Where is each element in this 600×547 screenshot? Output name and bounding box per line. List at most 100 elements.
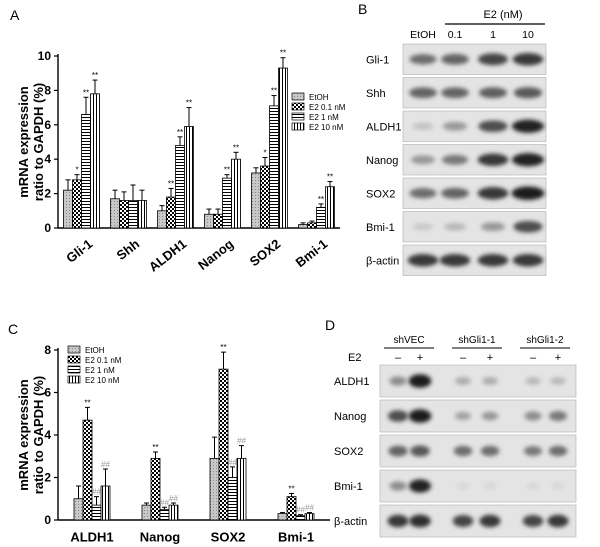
significance-label: ** (92, 71, 98, 80)
x-tick-label: Bmi-1 (293, 236, 331, 270)
bar (213, 213, 223, 229)
significance-label: ** (271, 87, 277, 96)
legend-swatch (67, 345, 81, 354)
bar (110, 198, 120, 229)
blot-band (477, 254, 509, 267)
legend-swatch (67, 365, 81, 374)
blot-band (389, 376, 407, 386)
x-tick-label: SOX2 (247, 236, 284, 269)
blot-row-label: Bmi-1 (366, 222, 395, 234)
legend-swatch (67, 375, 81, 384)
x-tick-label: ALDH1 (70, 530, 113, 545)
blot-row-label: ALDH1 (334, 376, 369, 388)
significance-label: ** (177, 128, 183, 137)
significance-label: ** (83, 88, 89, 97)
significance-label: ** (84, 398, 90, 407)
blot-band (512, 254, 544, 267)
bar (100, 485, 111, 521)
blot-band (478, 53, 508, 66)
bar (304, 513, 315, 521)
x-tick-label: Bmi-1 (278, 530, 314, 545)
bar (231, 158, 241, 229)
chart-c: 0 2 4 6 8 mRNA expressionratio to GAPDH (%) **… (16, 343, 330, 545)
blot-band (452, 515, 474, 527)
y-tick-label: 2 (44, 471, 51, 485)
significance-label: ## (296, 506, 305, 515)
panel-label-d: D (325, 317, 335, 333)
blot-band (513, 220, 543, 233)
blot-row-label: SOX2 (366, 188, 395, 200)
y-tick-label: 6 (44, 386, 51, 400)
blot-band (410, 155, 436, 165)
significance-label: ## (101, 460, 110, 469)
y-tick-label: 4 (44, 152, 51, 166)
y-axis-label: mRNA expressionratio to GAPDH (%) (16, 83, 46, 201)
blot-band (548, 445, 568, 457)
bar (63, 189, 73, 229)
bar (157, 210, 167, 229)
blot-band (480, 222, 506, 232)
blot-lane-sign: + (487, 352, 493, 364)
bar (175, 145, 185, 229)
blot-band (524, 411, 542, 421)
bar (72, 179, 82, 229)
bar (82, 419, 93, 521)
blot-band (443, 222, 467, 231)
y-tick-label: 10 (38, 49, 52, 63)
blot-band (551, 482, 565, 490)
bar (236, 457, 247, 521)
x-tick-label: Nanog (140, 530, 181, 545)
blot-band (479, 514, 501, 528)
blot-band (482, 377, 498, 385)
blot-band (408, 374, 432, 388)
bar (269, 105, 279, 229)
bar (278, 67, 288, 229)
significance-label: ** (318, 195, 324, 204)
blot-band (389, 481, 407, 491)
bar (209, 457, 220, 521)
legend-label: E2 10 nM (85, 376, 120, 385)
blot-band (409, 87, 437, 99)
legend-label: E2 10 nM (309, 123, 344, 132)
blot-band (522, 515, 544, 527)
bar (150, 457, 161, 521)
y-tick-label: 8 (44, 343, 51, 357)
blot-band (526, 482, 540, 490)
x-tick-label: SOX2 (211, 530, 246, 545)
blot-band (407, 254, 439, 267)
blot-band (412, 122, 434, 130)
blot-band (512, 53, 544, 66)
blot-band (387, 514, 409, 528)
x-tick-label: Shh (114, 236, 143, 263)
legend-label: EtOH (309, 93, 329, 102)
y-tick-label: 0 (44, 221, 51, 235)
significance-label: ** (168, 179, 174, 188)
bar (184, 126, 194, 229)
blot-row-label: Gli-1 (366, 54, 389, 66)
bar (90, 93, 100, 229)
bar (119, 200, 129, 229)
bar (298, 224, 308, 229)
blot-band (442, 121, 468, 131)
blot-lane-sign: + (417, 352, 423, 364)
blot-band (408, 479, 432, 493)
blot-band (481, 411, 499, 421)
blot-band (477, 153, 509, 166)
blot-row-label: Bmi-1 (334, 481, 363, 493)
bar (286, 496, 297, 521)
bar (295, 515, 306, 521)
blot-band (453, 445, 473, 457)
blot-row-label: β-actin (334, 516, 367, 528)
blot-band (478, 120, 508, 133)
blot-band (511, 186, 545, 201)
blot-lane-sign: – (460, 352, 467, 364)
blot-band (441, 53, 469, 65)
significance-label: ** (224, 166, 230, 175)
bar (73, 498, 84, 521)
significance-label: ** (327, 173, 333, 182)
significance-label: ## (228, 458, 237, 467)
blot-lane-label: 1 (490, 29, 496, 41)
blot-band (387, 410, 409, 422)
blot-band (409, 54, 437, 65)
